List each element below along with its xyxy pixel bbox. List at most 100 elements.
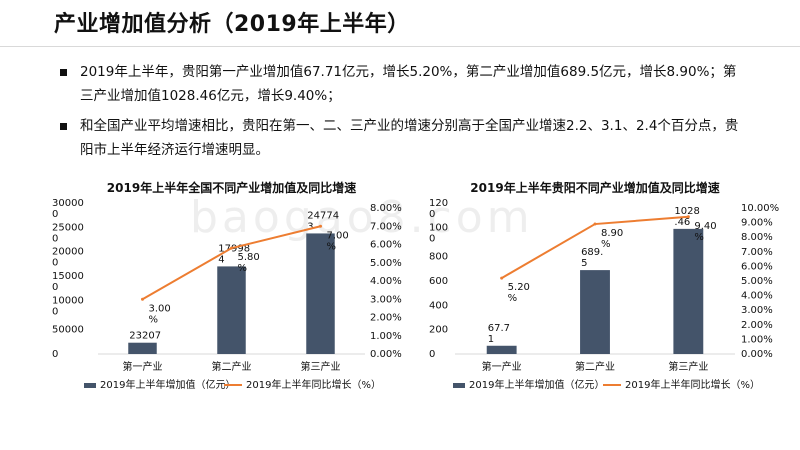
right-axis-tick-label: 5.00% xyxy=(370,258,402,269)
left-axis-tick-label: 0 xyxy=(429,349,435,360)
line-point xyxy=(593,222,597,226)
bar xyxy=(306,233,335,354)
right-axis-tick-label: 7.00% xyxy=(741,247,773,258)
left-axis-tick-label: 15000 0 xyxy=(52,271,84,293)
data-label-line: 23207 xyxy=(129,331,161,342)
data-label-line: 9.40 xyxy=(694,221,716,232)
data-label-line: % xyxy=(694,232,704,243)
data-label-line: 67.7 xyxy=(488,323,510,334)
legend-label-bar: 2019年上半年增加值（亿元） xyxy=(469,378,604,391)
tick-label-line: 0 xyxy=(429,349,435,360)
data-label-line: 3 xyxy=(307,221,313,232)
left-axis-tick-label: 10000 0 xyxy=(52,295,84,317)
right-axis-tick-label: 6.00% xyxy=(741,261,773,272)
data-label-line: 5.20 xyxy=(508,282,530,293)
left-axis-tick-label: 120 0 xyxy=(429,198,448,220)
tick-label-line: 15000 xyxy=(52,271,84,282)
data-label-line: % xyxy=(238,263,248,274)
data-label-line: 1028 xyxy=(674,206,699,217)
left-axis-tick-label: 200 xyxy=(429,325,448,336)
page-title: 产业增加值分析（2019年上半年） xyxy=(54,12,410,37)
right-axis-tick-label: 9.00% xyxy=(741,218,773,229)
tick-label-line: 0 xyxy=(429,209,435,220)
data-label-line: 7.00 xyxy=(327,230,349,241)
tick-label-line: 25000 xyxy=(52,222,84,233)
tick-label-line: 20000 xyxy=(52,247,84,258)
tick-label-line: 0 xyxy=(52,209,58,220)
bar-data-label: 23207 xyxy=(129,331,161,342)
bar xyxy=(217,266,246,354)
right-axis-tick-label: 1.00% xyxy=(741,334,773,345)
x-axis-category-label: 第一产业 xyxy=(482,360,522,373)
right-axis-tick-label: 8.00% xyxy=(741,232,773,243)
data-label-line: 689. xyxy=(581,247,603,258)
tick-label-line: 400 xyxy=(429,300,448,311)
left-axis-tick-label: 800 xyxy=(429,252,448,263)
bar-data-label: 1028.46 xyxy=(674,206,699,228)
bar xyxy=(580,270,610,354)
bullet-list: 2019年上半年，贵阳第一产业增加值67.71亿元，增长5.20%，第二产业增加… xyxy=(60,60,740,168)
tick-label-line: 0 xyxy=(52,233,58,244)
bar xyxy=(128,342,157,354)
line-point xyxy=(686,215,690,219)
line-data-label: 5.80% xyxy=(238,252,260,274)
tick-label-line: 10000 xyxy=(52,295,84,306)
line-data-label: 9.40% xyxy=(694,221,716,243)
tick-label-line: 0 xyxy=(52,258,58,269)
bar-data-label: 67.7 1 xyxy=(488,323,510,345)
line-data-label: 3.00% xyxy=(149,303,171,325)
x-axis-category-label: 第二产业 xyxy=(575,360,615,373)
right-axis-tick-label: 10.00% xyxy=(741,203,779,214)
tick-label-line: 0 xyxy=(429,233,435,244)
right-axis-tick-label: 7.00% xyxy=(370,221,402,232)
chart-title: 2019年上半年全国不同产业增加值及同比增速 xyxy=(107,180,356,195)
data-label-line: % xyxy=(508,293,518,304)
line-data-label: 8.90% xyxy=(601,228,623,250)
left-axis-tick-label: 20000 0 xyxy=(52,247,84,269)
right-axis-tick-label: 3.00% xyxy=(370,294,402,305)
bullet-item: 和全国产业平均增速相比，贵阳在第一、二、三产业的增速分别高于全国产业增速2.2、… xyxy=(60,114,740,162)
tick-label-line: 800 xyxy=(429,252,448,263)
x-axis-category-label: 第一产业 xyxy=(123,360,163,373)
right-axis-tick-label: 6.00% xyxy=(370,240,402,251)
line-data-label: 7.00% xyxy=(327,230,349,252)
left-axis-tick-label: 50000 xyxy=(52,325,84,336)
data-label-line: 4 xyxy=(218,254,224,265)
bar xyxy=(486,345,517,354)
line-point xyxy=(500,276,504,280)
bullet-text: 和全国产业平均增速相比，贵阳在第一、二、三产业的增速分别高于全国产业增速2.2、… xyxy=(80,118,739,158)
line-data-label: 5.20% xyxy=(508,282,530,304)
left-axis-tick-label: 30000 0 xyxy=(52,198,84,220)
x-axis-category-label: 第二产业 xyxy=(212,360,252,373)
legend-swatch-bar xyxy=(84,383,96,388)
data-label-line: 17998 xyxy=(218,243,250,254)
square-bullet-icon xyxy=(60,69,67,76)
right-axis-tick-label: 3.00% xyxy=(741,305,773,316)
tick-label-line: 120 xyxy=(429,198,448,209)
data-label-line: 5.80 xyxy=(238,252,260,263)
right-axis-tick-label: 8.00% xyxy=(370,203,402,214)
legend-swatch-bar xyxy=(453,383,465,388)
bar-data-label: 17998 4 xyxy=(218,243,250,265)
left-axis-tick-label: 600 xyxy=(429,276,448,287)
right-axis-tick-label: 2.00% xyxy=(741,320,773,331)
bullet-item: 2019年上半年，贵阳第一产业增加值67.71亿元，增长5.20%，第二产业增加… xyxy=(60,60,740,108)
chart-title: 2019年上半年贵阳不同产业增加值及同比增速 xyxy=(470,180,719,195)
tick-label-line: 100 xyxy=(429,222,448,233)
tick-label-line: 30000 xyxy=(52,198,84,209)
left-axis-tick-label: 100 0 xyxy=(429,222,448,244)
bar-data-label: 24774 3 xyxy=(307,210,339,232)
right-axis-tick-label: 5.00% xyxy=(741,276,773,287)
bar xyxy=(673,228,704,354)
data-label-line: .46 xyxy=(674,217,690,228)
title-bar: 产业增加值分析（2019年上半年） xyxy=(0,0,800,47)
x-axis-category-label: 第三产业 xyxy=(668,360,708,373)
legend-label-bar: 2019年上半年增加值（亿元） xyxy=(100,378,235,391)
tick-label-line: 600 xyxy=(429,276,448,287)
square-bullet-icon xyxy=(60,123,67,130)
right-axis-tick-label: 0.00% xyxy=(741,349,773,360)
tick-label-line: 0 xyxy=(52,282,58,293)
tick-label-line: 0 xyxy=(52,306,58,317)
